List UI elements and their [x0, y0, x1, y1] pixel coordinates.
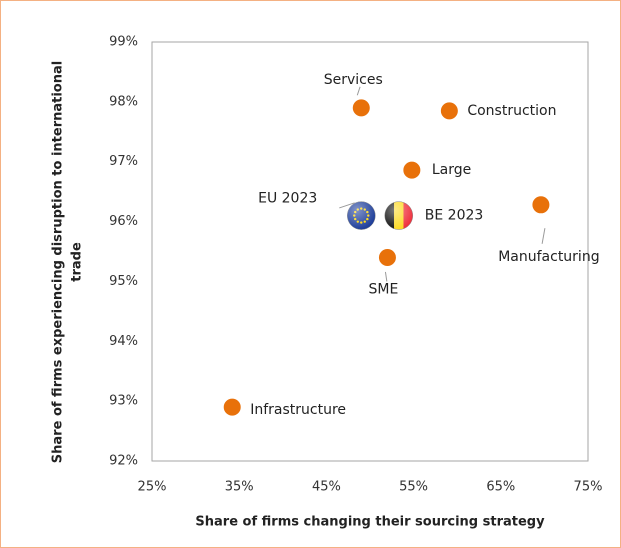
- point: [384, 201, 414, 230]
- point: [439, 101, 459, 121]
- marker: [439, 101, 459, 121]
- point: [351, 98, 371, 118]
- y-axis-title: trade: [70, 242, 85, 282]
- leader-line: [339, 202, 355, 209]
- y-tick-label: 97%: [109, 154, 138, 169]
- leader-line: [356, 86, 361, 96]
- y-tick-label: 95%: [109, 274, 138, 289]
- point-label: Large: [432, 162, 471, 178]
- x-tick-label: 65%: [486, 480, 515, 495]
- point-label: Construction: [467, 103, 556, 119]
- plot-area: [151, 41, 589, 462]
- y-axis-title: Share of firms experiencing disruption t…: [51, 61, 66, 463]
- point-label: SME: [369, 281, 399, 297]
- y-tick-label: 98%: [109, 94, 138, 109]
- point: [531, 195, 551, 215]
- x-tick-label: 55%: [399, 480, 428, 495]
- point: [347, 201, 376, 230]
- y-tick-label: 99%: [109, 35, 138, 50]
- x-tick-label: 45%: [312, 480, 341, 495]
- leader-line: [384, 271, 388, 282]
- point-label: EU 2023: [258, 191, 317, 207]
- shine: [347, 201, 376, 230]
- marker: [377, 247, 397, 267]
- leader-line: [541, 228, 546, 244]
- y-tick-label: 96%: [109, 214, 138, 229]
- point-label: Infrastructure: [250, 402, 346, 418]
- point-label: Manufacturing: [498, 249, 599, 265]
- y-tick-label: 92%: [109, 454, 138, 469]
- point-label: BE 2023: [425, 208, 484, 224]
- point: [377, 247, 397, 267]
- point: [222, 397, 242, 417]
- shine: [384, 201, 414, 230]
- x-tick-label: 75%: [574, 480, 603, 495]
- y-tick-label: 93%: [109, 394, 138, 409]
- marker: [402, 160, 422, 180]
- x-axis-title: Share of firms changing their sourcing s…: [195, 515, 545, 530]
- point: [402, 160, 422, 180]
- x-tick-label: 35%: [225, 480, 254, 495]
- marker: [222, 397, 242, 417]
- marker: [351, 98, 371, 118]
- y-tick-label: 94%: [109, 334, 138, 349]
- marker: [531, 195, 551, 215]
- point-label: Services: [324, 72, 383, 88]
- x-tick-label: 25%: [138, 480, 167, 495]
